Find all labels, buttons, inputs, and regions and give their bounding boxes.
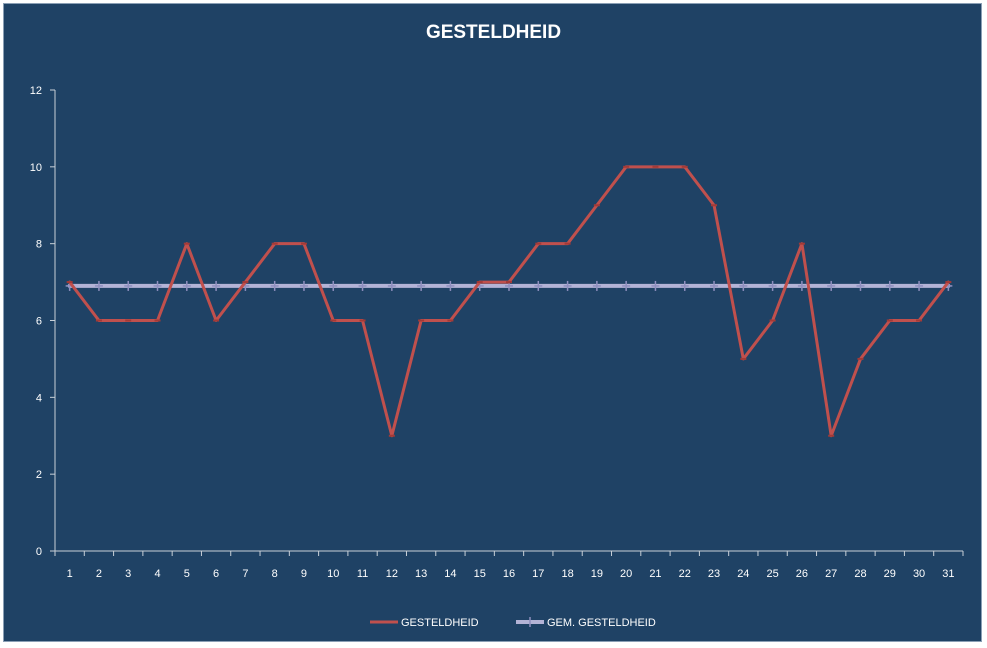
x-tick-label: 27 [825,568,837,580]
data-point-gem-gesteldheid [358,280,367,291]
x-tick-label: 26 [796,568,808,580]
legend-item-gem-gesteldheid: GEM. GESTELDHEID [516,617,656,629]
data-point-gem-gesteldheid [124,280,133,291]
x-tick-label: 4 [154,568,160,580]
x-tick-label: 5 [184,568,190,580]
data-point-gem-gesteldheid [299,280,308,291]
x-tick-label: 9 [301,568,307,580]
data-point-gem-gesteldheid [622,280,631,291]
data-point-gem-gesteldheid [739,280,748,291]
data-point-gem-gesteldheid [885,280,894,291]
x-tick-label: 21 [649,568,661,580]
x-tick-label: 28 [854,568,866,580]
x-tick-label: 11 [357,568,368,580]
data-point-gem-gesteldheid [827,280,836,291]
x-tick-label: 24 [737,568,749,580]
x-tick-label: 19 [591,568,603,580]
data-point-gem-gesteldheid [329,280,338,291]
y-tick-label: 0 [36,546,42,558]
y-tick-label: 8 [36,239,42,251]
x-tick-label: 13 [415,568,427,580]
legend-label: GEM. GESTELDHEID [547,617,656,629]
series-layer [65,165,953,438]
data-point-gem-gesteldheid [94,280,103,291]
x-tick-label: 12 [386,568,398,580]
x-tick-label: 8 [272,568,278,580]
data-point-gem-gesteldheid [446,280,455,291]
x-tick-label: 22 [679,568,691,580]
chart-title: GESTELDHEID [425,22,562,43]
x-axis-ticks: 1 2 3 4 5 6 7 8 9 10 11 12 13 14 15 16 17 18 19 20 21 22 23 24 2… [54,551,964,580]
y-tick-label: 10 [30,162,42,174]
y-tick-label: 4 [36,392,42,404]
data-point-gem-gesteldheid [417,280,426,291]
x-tick-label: 23 [708,568,720,580]
x-tick-label: 18 [561,568,573,580]
y-tick-label: 12 [30,85,42,97]
data-point-gem-gesteldheid [387,280,396,291]
data-point-gem-gesteldheid [182,280,191,291]
data-point-gem-gesteldheid [856,280,865,291]
data-point-gem-gesteldheid [563,280,572,291]
x-tick-label: 29 [884,568,896,580]
data-point-gem-gesteldheid [680,280,689,291]
x-tick-label: 6 [213,568,219,580]
data-point-gem-gesteldheid [768,280,777,291]
data-point-gem-gesteldheid [153,280,162,291]
x-tick-label: 20 [620,568,632,580]
x-tick-label: 2 [96,568,102,580]
legend: GESTELDHEID GEM. GESTELDHEID [370,617,656,629]
legend-item-gesteldheid: GESTELDHEID [370,617,479,629]
x-tick-label: 16 [503,568,515,580]
x-tick-label: 15 [474,568,486,580]
x-tick-label: 31 [942,568,954,580]
data-point-gem-gesteldheid [915,280,924,291]
data-point-gem-gesteldheid [797,280,806,291]
x-tick-label: 25 [766,568,778,580]
y-tick-label: 6 [36,316,42,328]
data-point-gem-gesteldheid [534,280,543,291]
data-point-gem-gesteldheid [212,280,221,291]
series-line-gesteldheid [68,165,950,438]
x-tick-label: 10 [327,568,339,580]
x-tick-label: 30 [913,568,925,580]
x-tick-label: 3 [125,568,131,580]
data-point-gem-gesteldheid [710,280,719,291]
x-tick-label: 1 [67,568,73,580]
data-point-gem-gesteldheid [651,280,660,291]
x-tick-label: 17 [532,568,544,580]
x-tick-label: 7 [242,568,248,580]
data-point-gem-gesteldheid [592,280,601,291]
x-tick-label: 14 [444,568,456,580]
data-point-gem-gesteldheid [270,280,279,291]
axes [54,90,963,552]
chart-frame [3,3,982,642]
y-axis-ticks: 0 2 4 6 8 10 12 [30,85,55,558]
legend-label: GESTELDHEID [401,617,479,629]
y-tick-label: 2 [36,469,42,481]
